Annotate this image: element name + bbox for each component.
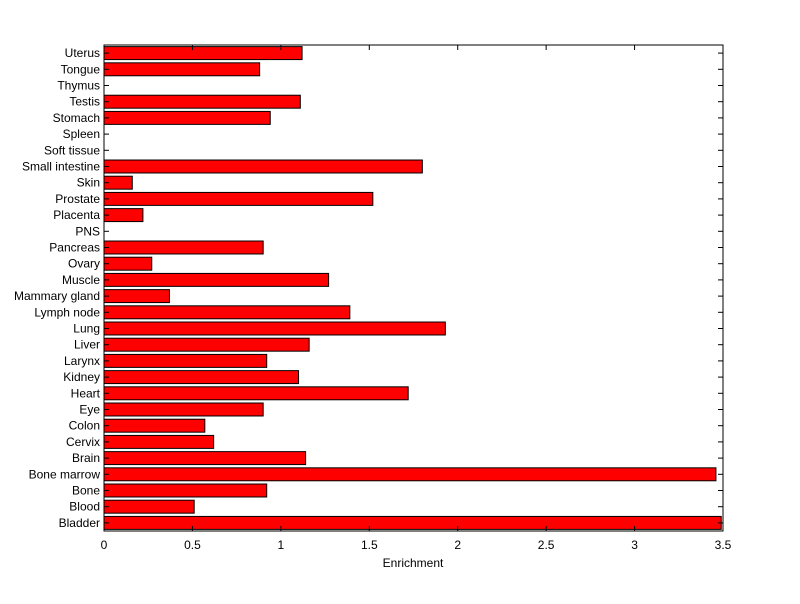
bar-lymph-node <box>103 305 351 320</box>
y-tick-label: Brain <box>72 451 100 465</box>
bar-lung <box>103 321 446 336</box>
y-tick-label: Testis <box>69 95 100 109</box>
bar-uterus <box>103 46 303 61</box>
bar-heart <box>103 386 409 401</box>
y-tick-label: Prostate <box>55 192 100 206</box>
bar-placenta <box>103 208 144 223</box>
x-tick-label: 2.5 <box>538 538 555 552</box>
y-tick-label: Tongue <box>61 62 101 76</box>
y-tick-label: Bladder <box>59 516 100 530</box>
bar-small-intestine <box>103 159 423 174</box>
y-tick-label: Small intestine <box>22 160 100 174</box>
bar-stomach <box>103 110 271 125</box>
y-tick-label: Ovary <box>68 257 100 271</box>
y-tick-label: Heart <box>71 386 101 400</box>
y-tick-label: Colon <box>69 419 100 433</box>
y-tick-label: Bone <box>72 484 100 498</box>
y-tick-label: Kidney <box>63 370 100 384</box>
bar-bladder <box>103 515 722 530</box>
x-tick-label: 1.5 <box>361 538 378 552</box>
bar-blood <box>103 499 195 514</box>
y-tick-label: Muscle <box>62 273 100 287</box>
bar-muscle <box>103 272 330 287</box>
x-tick-label: 2 <box>454 538 461 552</box>
x-tick-label: 3.5 <box>715 538 732 552</box>
plot-area-background <box>104 45 723 531</box>
x-tick-label: 1 <box>278 538 285 552</box>
y-tick-label: Bone marrow <box>29 467 101 481</box>
y-tick-label: Cervix <box>66 435 100 449</box>
y-tick-label: Blood <box>69 500 100 514</box>
y-tick-label: Lung <box>73 322 100 336</box>
bar-mammary-gland <box>103 289 170 304</box>
bar-prostate <box>103 191 374 206</box>
bar-larynx <box>103 353 268 368</box>
y-tick-label: Eye <box>79 403 100 417</box>
y-tick-label: Thymus <box>57 79 100 93</box>
bar-pancreas <box>103 240 264 255</box>
plot-frame <box>103 44 724 532</box>
bar-liver <box>103 337 310 352</box>
x-tick-label: 0 <box>101 538 108 552</box>
bar-testis <box>103 94 301 109</box>
bar-colon <box>103 418 206 433</box>
x-tick-label: 0.5 <box>184 538 201 552</box>
bar-cervix <box>103 434 215 449</box>
bar-bone <box>103 483 268 498</box>
x-axis-label: Enrichment <box>383 556 444 570</box>
bar-kidney <box>103 370 300 385</box>
y-tick-label: Pancreas <box>49 241 100 255</box>
y-tick-label: Placenta <box>53 208 100 222</box>
y-tick-marks: Bladder Blood Bone Bone marrow Brain Cervix Co… <box>14 46 723 530</box>
y-tick-label: Stomach <box>53 111 100 125</box>
y-tick-label: Larynx <box>64 354 100 368</box>
y-tick-label: PNS <box>75 224 100 238</box>
x-tick-label: 3 <box>631 538 638 552</box>
bar-brain <box>103 451 307 466</box>
bar-eye <box>103 402 264 417</box>
y-tick-label: Liver <box>74 338 100 352</box>
y-tick-label: Lymph node <box>34 305 100 319</box>
y-tick-label: Soft tissue <box>44 143 100 157</box>
bar-bone-marrow <box>103 467 717 482</box>
bar-ovary <box>103 256 153 271</box>
y-tick-label: Mammary gland <box>14 289 100 303</box>
x-tick-marks: 0 0.5 1 1.5 2 2.5 3 3.5 <box>101 45 732 552</box>
bar-tongue <box>103 62 261 77</box>
y-tick-label: Uterus <box>65 46 100 60</box>
y-tick-label: Spleen <box>63 127 100 141</box>
y-tick-label: Skin <box>77 176 100 190</box>
